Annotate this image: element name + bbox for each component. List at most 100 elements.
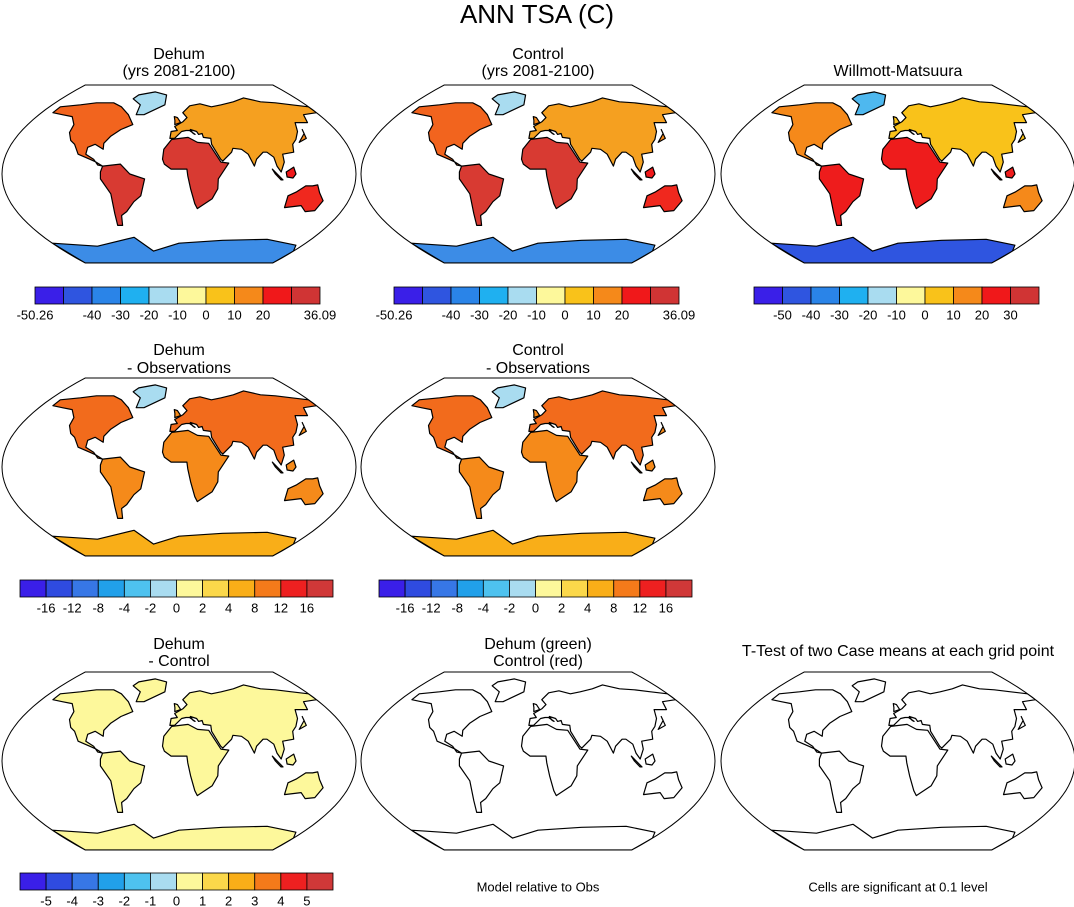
panel-title: Dehum (green) xyxy=(484,636,592,653)
land xyxy=(642,771,683,800)
colorbar-box xyxy=(254,579,282,598)
colorbar-box xyxy=(1010,286,1040,305)
colorbar-box xyxy=(148,286,178,305)
colorbar-label: 20 xyxy=(615,307,629,322)
land xyxy=(298,715,307,730)
land xyxy=(161,429,230,503)
land xyxy=(458,163,505,226)
map xyxy=(361,85,715,263)
land xyxy=(491,91,527,116)
colorbar-box xyxy=(205,286,235,305)
land xyxy=(298,128,307,143)
land xyxy=(657,128,666,143)
panel-title: - Observations xyxy=(486,360,590,377)
land xyxy=(283,477,324,506)
land xyxy=(1017,715,1026,730)
land xyxy=(99,163,146,226)
panel-title: - Observations xyxy=(127,360,231,377)
colorbar-label: -16 xyxy=(37,600,56,615)
colorbar-box xyxy=(123,872,151,891)
land xyxy=(630,461,643,474)
colorbar-box xyxy=(482,579,510,598)
land xyxy=(770,823,1016,850)
colorbar-label: -4 xyxy=(119,600,131,615)
panel-title: Dehum xyxy=(153,46,205,63)
colorbar-box xyxy=(782,286,812,305)
colorbar-label: 0 xyxy=(532,600,539,615)
colorbar-label: 10 xyxy=(946,307,960,322)
land xyxy=(173,116,182,126)
land xyxy=(520,723,589,797)
land xyxy=(642,477,683,506)
colorbar-box xyxy=(896,286,926,305)
land xyxy=(630,755,643,768)
land xyxy=(520,429,589,503)
colorbar-box xyxy=(867,286,897,305)
colorbar-box xyxy=(228,579,256,598)
colorbar-label: -4 xyxy=(478,600,490,615)
land xyxy=(52,689,134,754)
colorbar-label: -3 xyxy=(92,893,104,907)
land xyxy=(491,678,527,703)
land xyxy=(528,390,677,466)
land xyxy=(271,461,284,474)
land xyxy=(161,723,230,797)
land xyxy=(880,136,949,210)
map-border xyxy=(360,671,716,851)
land xyxy=(52,102,134,167)
colorbar-label: -50.26 xyxy=(17,307,54,322)
colorbar-label: 5 xyxy=(303,893,310,907)
colorbar-label: 4 xyxy=(225,600,232,615)
colorbar-box xyxy=(564,286,594,305)
colorbar-box xyxy=(280,579,308,598)
panel-title: T-Test of two Case means at each grid po… xyxy=(742,643,1055,660)
colorbar-box xyxy=(430,579,458,598)
colorbar-label: -2 xyxy=(119,893,131,907)
land xyxy=(283,771,324,800)
land xyxy=(169,684,318,760)
colorbar-box xyxy=(91,286,121,305)
colorbar-box xyxy=(97,579,125,598)
colorbar-box xyxy=(981,286,1011,305)
land xyxy=(271,168,284,181)
colorbar-label: 1 xyxy=(199,893,206,907)
panel-title: Control xyxy=(512,342,564,359)
colorbar-label: 30 xyxy=(1003,307,1017,322)
land xyxy=(630,168,643,181)
colorbar-box xyxy=(536,286,566,305)
land xyxy=(410,823,656,850)
colorbar-box xyxy=(753,286,783,305)
land xyxy=(771,102,853,167)
land xyxy=(771,689,853,754)
colorbar-label: 16 xyxy=(659,600,673,615)
land xyxy=(528,97,677,173)
land xyxy=(528,684,677,760)
colorbar-box xyxy=(839,286,869,305)
land xyxy=(51,529,297,556)
colorbar-label: 2 xyxy=(199,600,206,615)
land xyxy=(132,91,168,116)
land xyxy=(1004,753,1016,766)
colorbar-box xyxy=(45,579,73,598)
land xyxy=(770,236,1016,263)
colorbar-label: -20 xyxy=(140,307,159,322)
colorbar-box xyxy=(613,579,641,598)
land xyxy=(51,236,297,263)
land xyxy=(458,750,505,813)
map xyxy=(2,672,356,850)
land xyxy=(818,750,865,813)
colorbar-box xyxy=(924,286,954,305)
panel-title: Willmott-Matsuura xyxy=(834,63,963,80)
land xyxy=(298,421,307,436)
colorbar-label: 36.09 xyxy=(304,307,337,322)
colorbar-box xyxy=(953,286,983,305)
colorbar-label: -20 xyxy=(499,307,518,322)
colorbar-box xyxy=(456,579,484,598)
colorbar-box xyxy=(479,286,509,305)
land xyxy=(644,753,656,766)
colorbar-box xyxy=(587,579,615,598)
panel-title: Dehum xyxy=(153,636,205,653)
land xyxy=(285,459,297,472)
land xyxy=(285,166,297,179)
land xyxy=(410,236,656,263)
